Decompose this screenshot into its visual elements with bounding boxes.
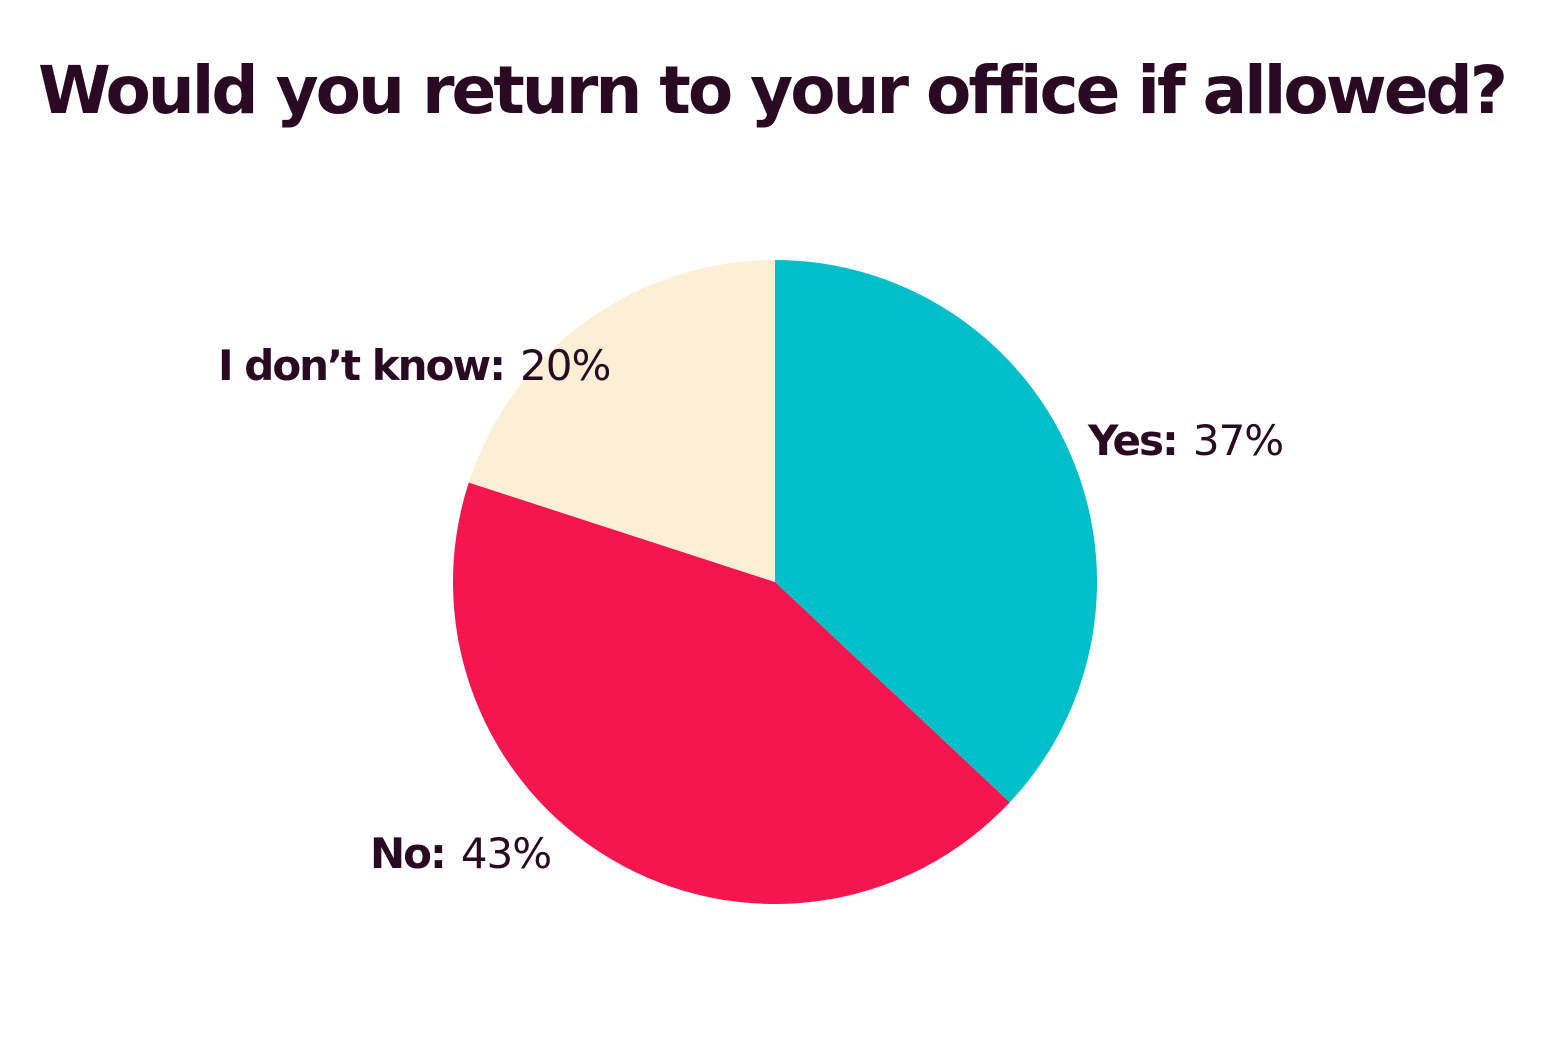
slice-label-3: I don’t know: 20% [218,341,610,390]
slice-label-value: 20% [520,341,610,390]
slice-label-name: No: [370,829,445,878]
slice-label-value: 37% [1193,416,1283,465]
pie-slice-2 [452,482,1010,905]
pie-slice-1 [775,260,1097,803]
slice-label-1: Yes: 37% [1087,416,1283,465]
slice-label-value: 43% [461,829,551,878]
slice-label-name: I don’t know: [218,341,504,390]
slice-label-name: Yes: [1087,416,1177,465]
chart-title: Would you return to your office if allow… [38,52,1508,129]
pie-slice-3 [468,260,775,582]
slice-label-2: No: 43% [370,829,551,878]
